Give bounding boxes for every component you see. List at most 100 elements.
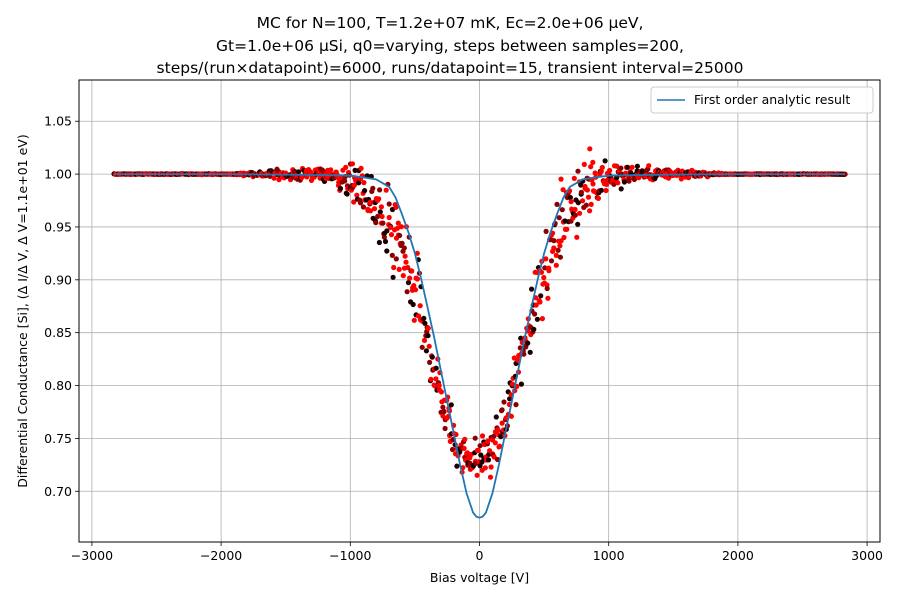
scatter-point [412,287,419,293]
scatter-point [477,443,483,449]
scatter-point [361,180,367,186]
scatter-point [271,175,277,181]
legend: First order analytic result [650,86,874,114]
y-axis-ticks: 0.70 0.75 0.80 0.85 0.90 0.95 1.00 1.05 [44,114,79,499]
scatter-point [296,169,302,175]
scatter-point [377,209,383,215]
scatter-point [551,245,557,251]
scatter-point [554,201,560,207]
scatter-point [395,220,401,226]
scatter-point [618,165,624,171]
scatter-point [618,186,624,192]
scatter-point [362,188,368,194]
scatter-point [462,436,468,442]
scatter-point [538,293,544,299]
scatter-point [414,276,420,282]
scatter-point [556,215,562,221]
y-tick-label: 0.75 [44,431,72,446]
scatter-point [525,340,531,346]
scatter-point [388,232,395,238]
scatter-point [383,187,389,193]
scatter-point [508,413,514,419]
analytic-curve-layer [113,173,846,519]
x-axis-label: Bias voltage [V] [430,570,529,585]
scatter-point [509,381,515,387]
x-axis-ticks: −3000 −2000 −1000 0 1000 2000 3000 [71,542,883,563]
scatter-point [440,404,446,410]
scatter-point [433,376,439,382]
scatter-point [533,302,539,308]
scatter-point [425,325,431,331]
scatter-point [441,408,447,415]
scatter-point [390,274,396,280]
y-tick-label: 1.00 [44,167,72,182]
scatter-point [507,396,513,402]
scatter-point [337,185,344,192]
scatter-point [493,414,499,420]
y-tick-label: 0.95 [44,219,72,234]
scatter-point [436,382,442,389]
scatter-point [370,185,376,191]
scatter-point [568,199,574,205]
scatter-point [575,221,581,227]
scatter-point [396,266,402,272]
scatter-point [575,200,581,206]
scatter-point [501,399,507,405]
scatter-point [377,187,383,193]
x-tick-label: −3000 [71,548,113,563]
scatter-point [551,238,557,244]
scatter-point [442,425,448,432]
scatter-point [541,274,547,281]
scatter-point [386,214,392,221]
scatter-point [411,317,417,323]
scatter-point [492,440,498,446]
y-tick-label: 0.70 [44,484,72,499]
scatter-point [491,433,497,439]
scatter-point [532,311,538,317]
scatter-point [479,459,485,465]
scatter-point [387,224,393,230]
scatter-point [352,167,358,173]
scatter-point [560,187,566,193]
x-tick-label: −1000 [329,548,371,563]
scatter-point [449,446,456,453]
y-tick-label: 1.05 [44,114,72,129]
scatter-point [422,320,428,326]
scatter-point [604,181,610,187]
y-tick-label: 0.85 [44,325,72,340]
scatter-point [629,164,635,170]
scatter-point [678,176,684,182]
scatter-point [410,301,416,308]
scatter-point [577,210,583,216]
scatter-point [401,245,407,251]
scatter-point [378,204,384,210]
scatter-point [440,413,446,419]
legend-box [650,86,874,114]
scatter-point [428,376,434,382]
scatter-point [583,202,589,208]
scatter-point [557,254,564,260]
scatter-point [590,181,596,187]
scatter-point [499,407,505,413]
scatter-point [553,262,559,268]
scatter-point [515,357,521,363]
scatter-point [426,343,432,349]
scatter-point [351,199,357,205]
scatter-point [578,189,585,195]
scatter-point [543,228,549,234]
scatter-point [634,163,641,169]
scatter-point [488,464,494,470]
scatter-point [495,427,501,433]
scatter-point [360,204,366,210]
scatter-point [485,457,492,463]
scatter-point [546,268,552,274]
scatter-point [588,201,594,207]
y-axis-label: Differential Conductance [Si], (Δ I/Δ V,… [15,134,30,487]
scatter-point [479,433,486,439]
scatter-point [575,168,581,174]
scatter-point [587,208,593,214]
x-tick-label: 2000 [722,548,754,563]
scatter-point [499,420,505,426]
scatter-point [461,445,467,451]
